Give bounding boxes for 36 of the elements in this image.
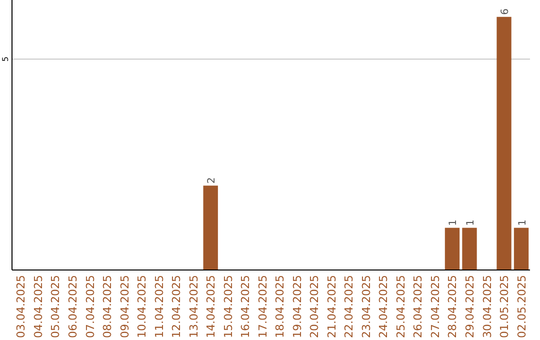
- x-tick-label: 18.04.2025: [274, 275, 287, 338]
- x-tick-label: 11.04.2025: [152, 275, 166, 338]
- x-tick-label: 09.04.2025: [118, 275, 132, 338]
- x-tick-label: 12.04.2025: [170, 275, 184, 338]
- x-tick-label: 16.04.2025: [239, 275, 252, 338]
- x-tick-label: 10.04.2025: [136, 275, 149, 338]
- x-tick-label: 08.04.2025: [101, 275, 114, 338]
- x-tick-label: 02.05.2025: [515, 275, 528, 338]
- x-tick-label: 27.04.2025: [428, 275, 442, 338]
- x-tick-label: 30.04.2025: [480, 275, 494, 338]
- x-tick-label: 22.04.2025: [342, 275, 356, 338]
- data-label: 6: [500, 8, 512, 15]
- x-tick-label: 29.04.2025: [464, 275, 476, 338]
- data-label: 1: [466, 219, 476, 226]
- data-label: 1: [448, 219, 460, 226]
- x-tick-label: 19.04.2025: [290, 275, 304, 338]
- x-tick-label: 03.04.2025: [14, 275, 28, 338]
- x-tick-label: 24.04.2025: [377, 275, 390, 338]
- x-tick-label: 20.04.2025: [308, 275, 322, 338]
- data-label: 2: [206, 177, 218, 184]
- x-tick-label: 01.05.2025: [498, 275, 512, 338]
- x-tick-label: 04.04.2025: [32, 275, 45, 338]
- x-tick-label: 25.04.2025: [394, 275, 408, 338]
- x-tick-label: 14.04.2025: [204, 275, 218, 338]
- x-tick-label: 23.04.2025: [360, 275, 373, 338]
- x-tick-label: 17.04.2025: [256, 275, 270, 338]
- y-tick-label: 5: [1, 56, 10, 62]
- x-tick-label: 05.04.2025: [49, 275, 62, 338]
- x-tick-label: 26.04.2025: [412, 275, 425, 338]
- x-tick-label: 07.04.2025: [84, 275, 97, 338]
- data-label: 1: [517, 219, 528, 226]
- x-tick-label: 13.04.2025: [187, 275, 200, 338]
- x-tick-label: 21.04.2025: [325, 275, 338, 338]
- x-tick-label: 15.04.2025: [222, 275, 235, 338]
- x-tick-label: 28.04.2025: [446, 275, 460, 338]
- x-tick-label: 06.04.2025: [66, 275, 80, 338]
